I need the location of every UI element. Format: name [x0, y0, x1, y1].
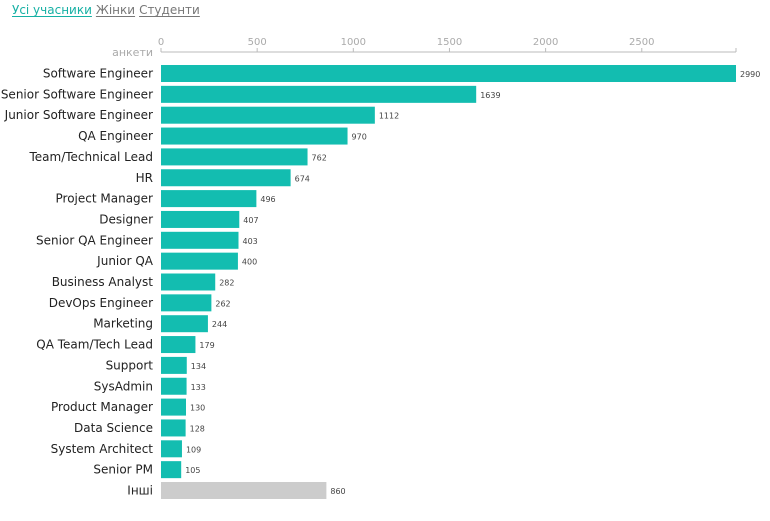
category-label: Project Manager: [56, 192, 154, 206]
category-label: Junior Software Engineer: [4, 108, 153, 122]
value-label: 400: [242, 258, 257, 267]
category-label: Team/Technical Lead: [28, 150, 153, 164]
x-tick-label: 2500: [629, 37, 654, 48]
bar[interactable]: [161, 482, 327, 499]
bar[interactable]: [161, 377, 187, 395]
bar[interactable]: [161, 169, 291, 187]
value-label: 179: [199, 341, 214, 350]
tab-women[interactable]: Жінки: [95, 3, 136, 17]
bar[interactable]: [161, 65, 736, 82]
bar[interactable]: [161, 148, 308, 166]
category-label: Marketing: [93, 317, 153, 331]
value-label: 970: [352, 133, 367, 142]
bar[interactable]: [161, 190, 257, 208]
tab-students[interactable]: Студенти: [139, 3, 200, 17]
value-label: 1112: [379, 112, 399, 121]
tab-all-participants[interactable]: Усі учасники: [12, 3, 92, 17]
category-label: Senior Software Engineer: [1, 87, 153, 101]
category-label: Senior PM: [93, 463, 153, 477]
bar[interactable]: [161, 106, 375, 124]
bar[interactable]: [161, 461, 182, 479]
value-label: 134: [191, 362, 206, 371]
bar[interactable]: [161, 315, 208, 333]
value-label: 762: [312, 153, 327, 162]
bar[interactable]: [161, 294, 212, 312]
value-label: 496: [260, 195, 275, 204]
value-label: 133: [191, 383, 206, 392]
bar[interactable]: [161, 356, 187, 374]
value-label: 262: [215, 299, 230, 308]
bar[interactable]: [161, 210, 240, 228]
bar[interactable]: [161, 252, 238, 270]
value-label: 109: [186, 445, 201, 454]
bar[interactable]: [161, 127, 348, 145]
category-label: Business Analyst: [52, 275, 154, 289]
bar[interactable]: [161, 440, 182, 458]
category-label: System Architect: [51, 442, 154, 456]
value-label: 2990: [740, 70, 760, 79]
bar[interactable]: [161, 398, 186, 416]
value-label: 282: [219, 279, 234, 288]
x-tick-label: 2000: [533, 37, 558, 48]
category-label: Інші: [127, 484, 153, 498]
filter-tabs: Усі учасники Жінки Студенти: [12, 3, 200, 21]
category-label: Data Science: [74, 421, 153, 435]
value-label: 860: [330, 487, 345, 496]
category-label: QA Engineer: [78, 129, 153, 143]
category-label: DevOps Engineer: [49, 296, 153, 310]
x-tick-label: 1000: [341, 37, 366, 48]
value-label: 130: [190, 404, 205, 413]
category-label: Support: [106, 358, 154, 372]
category-label: Software Engineer: [43, 67, 153, 81]
bar[interactable]: [161, 231, 239, 249]
x-tick-label: 1500: [437, 37, 462, 48]
x-tick-label: 500: [248, 37, 267, 48]
category-label: QA Team/Tech Lead: [36, 338, 153, 352]
value-label: 407: [243, 216, 258, 225]
value-label: 1639: [480, 91, 500, 100]
category-label: Product Manager: [51, 400, 153, 414]
bar[interactable]: [161, 336, 196, 354]
category-label: Junior QA: [96, 254, 154, 268]
bar[interactable]: [161, 273, 216, 291]
value-label: 105: [185, 466, 200, 475]
category-label: SysAdmin: [94, 379, 153, 393]
bar[interactable]: [161, 419, 186, 437]
bar[interactable]: [161, 85, 477, 103]
x-tick-label: 0: [158, 37, 164, 48]
category-label: HR: [136, 171, 153, 185]
value-label: 674: [295, 174, 310, 183]
value-label: 403: [243, 237, 258, 246]
x-axis-label: анкети: [112, 46, 153, 59]
category-label: Senior QA Engineer: [36, 233, 153, 247]
value-label: 128: [190, 424, 205, 433]
category-label: Designer: [99, 212, 153, 226]
value-label: 244: [212, 320, 227, 329]
